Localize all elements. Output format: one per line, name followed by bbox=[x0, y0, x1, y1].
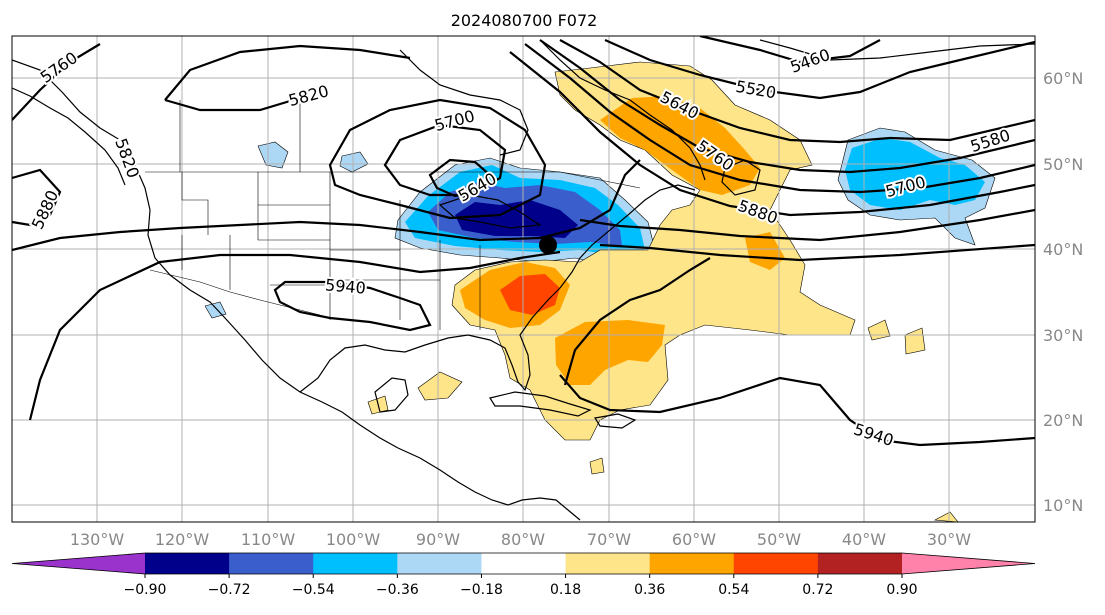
lat-label: 40°N bbox=[1043, 240, 1083, 259]
pos-anomaly-light bbox=[933, 511, 959, 522]
map-panel: 5760 5820 5700 5640 5520 5460 55 bbox=[11, 35, 1083, 549]
pos-anomaly-strong bbox=[500, 274, 560, 315]
north-america-coast bbox=[12, 59, 581, 521]
colorbar-tick-label: 0.18 bbox=[550, 582, 581, 598]
lon-label: 70°W bbox=[587, 530, 631, 549]
contour-5760-east bbox=[509, 51, 1035, 217]
greenland-coast bbox=[759, 39, 1035, 61]
neg-anomaly-light bbox=[257, 141, 289, 169]
contour-5700-east bbox=[524, 43, 1035, 194]
colorbar-segment bbox=[481, 553, 567, 574]
lat-label: 60°N bbox=[1043, 69, 1083, 88]
lon-label: 50°W bbox=[757, 530, 801, 549]
colorbar-segment bbox=[733, 553, 819, 574]
colorbar: −0.90 −0.72 −0.54 −0.36 −0.18 0.18 0.36 0.54 0.7… bbox=[11, 552, 1036, 598]
lat-label: 30°N bbox=[1043, 326, 1083, 345]
storm-center-marker bbox=[539, 236, 557, 254]
lon-label: 40°W bbox=[842, 530, 886, 549]
lon-label: 90°W bbox=[416, 530, 460, 549]
colorbar-tick-label: −0.54 bbox=[292, 582, 335, 598]
contour-5880-east bbox=[579, 208, 1035, 242]
pos-anomaly-mid bbox=[745, 232, 785, 270]
lon-label: 30°W bbox=[927, 530, 971, 549]
contour-5580 bbox=[559, 39, 1035, 144]
contour-label: 5940 bbox=[324, 275, 366, 297]
political-borders bbox=[145, 100, 641, 330]
colorbar-segment bbox=[397, 553, 482, 574]
contour-low-inner bbox=[383, 123, 507, 197]
contour-5820 bbox=[164, 44, 411, 101]
colorbar-tick-label: 0.54 bbox=[718, 582, 749, 598]
pos-anomaly-light bbox=[589, 457, 605, 475]
anomaly-shading bbox=[204, 61, 996, 522]
hudson-bay-coast bbox=[399, 49, 529, 156]
pos-anomaly-mid bbox=[600, 96, 760, 195]
colorbar-segment bbox=[229, 553, 314, 574]
contour-5940-high bbox=[273, 280, 432, 332]
colorbar-tick-label: −0.72 bbox=[208, 582, 251, 598]
lon-label: 120°W bbox=[155, 530, 210, 549]
pos-anomaly-mid bbox=[555, 320, 665, 385]
colorbar-extend-max bbox=[902, 553, 1035, 574]
lon-label: 110°W bbox=[241, 530, 296, 549]
contour-5940-ridge bbox=[559, 374, 1035, 447]
us-gulf-coast bbox=[299, 184, 696, 393]
contour-low-outer bbox=[328, 98, 547, 220]
great-lakes bbox=[438, 194, 542, 229]
colorbar-ticks: −0.90 −0.72 −0.54 −0.36 −0.18 0.18 0.36 0.54 0.7… bbox=[124, 574, 918, 598]
colorbar-tick-label: −0.18 bbox=[460, 582, 503, 598]
contour-5820-loop bbox=[164, 96, 301, 112]
contour-5520 bbox=[604, 38, 1035, 100]
contour-5460 bbox=[699, 36, 881, 64]
hispaniola bbox=[594, 413, 637, 429]
coastlines bbox=[12, 39, 1035, 521]
contour-5940-atlantic bbox=[563, 257, 711, 386]
colorbar-segment bbox=[649, 553, 735, 574]
colorbar-tick-label: 0.90 bbox=[886, 582, 917, 598]
height-contours bbox=[12, 36, 1035, 447]
lon-label: 60°W bbox=[672, 530, 716, 549]
colorbar-segment bbox=[145, 553, 230, 574]
map-frame bbox=[11, 35, 1036, 523]
contour-5940-west bbox=[12, 159, 641, 252]
cuba bbox=[489, 391, 592, 417]
lat-label: 10°N bbox=[1043, 496, 1083, 515]
colorbar-segment bbox=[313, 553, 398, 574]
colorbar-tick-label: 0.36 bbox=[634, 582, 665, 598]
figure-title: 2024080700 F072 bbox=[451, 11, 598, 30]
latitude-labels: 60°N 50°N 40°N 30°N 20°N 10°N bbox=[1043, 69, 1083, 515]
contour-5760-west bbox=[12, 43, 101, 121]
colorbar-segment bbox=[565, 553, 651, 574]
contour-5940-east bbox=[599, 243, 1035, 262]
colorbar-tick-label: 0.72 bbox=[802, 582, 833, 598]
longitude-labels: 130°W 120°W 110°W 100°W 90°W 80°W 70°W 6… bbox=[70, 530, 971, 549]
colorbar-tick-label: −0.90 bbox=[124, 582, 167, 598]
contour-low-core bbox=[428, 158, 492, 198]
yucatan-coast bbox=[374, 377, 409, 413]
lat-label: 20°N bbox=[1043, 411, 1083, 430]
lat-label: 50°N bbox=[1043, 155, 1083, 174]
lon-label: 130°W bbox=[70, 530, 125, 549]
contour-5880-west bbox=[12, 168, 62, 227]
contour-5640-east bbox=[539, 39, 1035, 174]
colorbar-tick-label: −0.36 bbox=[376, 582, 419, 598]
lon-label: 80°W bbox=[501, 530, 545, 549]
colorbar-extend-min bbox=[12, 553, 145, 574]
contour-5940-south bbox=[28, 250, 561, 421]
lon-label: 100°W bbox=[326, 530, 381, 549]
colorbar-segments bbox=[11, 552, 1036, 575]
colorbar-segment bbox=[817, 553, 903, 574]
labrador-coast bbox=[539, 39, 706, 181]
neg-anomaly-max bbox=[455, 200, 578, 238]
pos-anomaly-light bbox=[417, 371, 463, 401]
neg-anomaly-mid bbox=[845, 138, 985, 210]
